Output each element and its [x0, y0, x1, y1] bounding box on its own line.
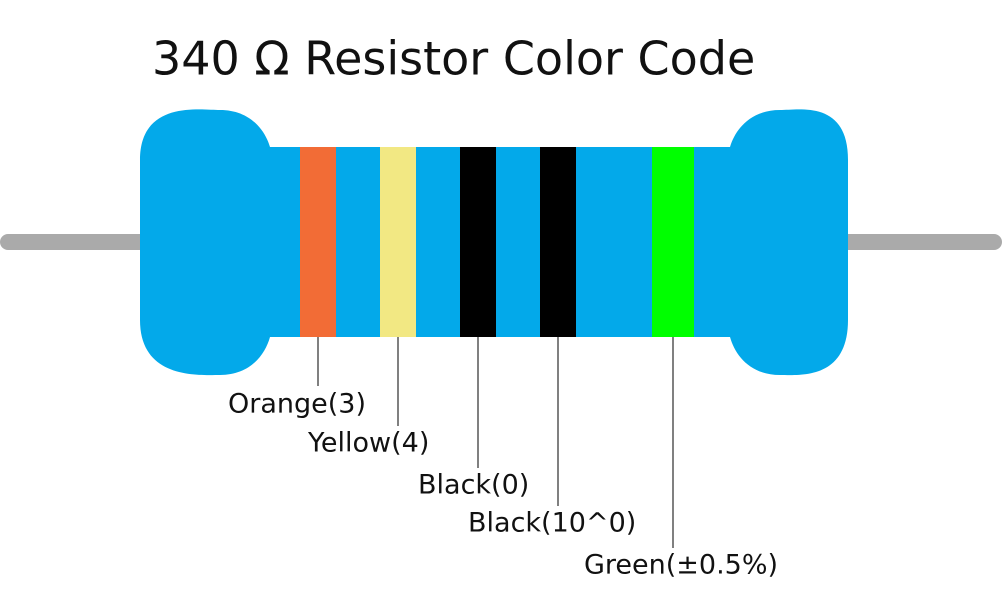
color-band: [540, 147, 576, 337]
band-label: Black(10^0): [468, 508, 636, 539]
bands: Orange(3) Yellow(4) Black(0) Black(10^0) Gre…: [228, 147, 778, 581]
band-label: Black(0): [418, 470, 529, 501]
band-label: Yellow(4): [307, 428, 429, 459]
band-label: Orange(3): [228, 389, 366, 420]
title: 340 Ω Resistor Color Code: [152, 32, 755, 86]
color-band: [380, 147, 416, 337]
color-band: [652, 147, 694, 337]
band-label: Green(±0.5%): [584, 550, 778, 581]
color-band: [460, 147, 496, 337]
color-band: [300, 147, 336, 337]
